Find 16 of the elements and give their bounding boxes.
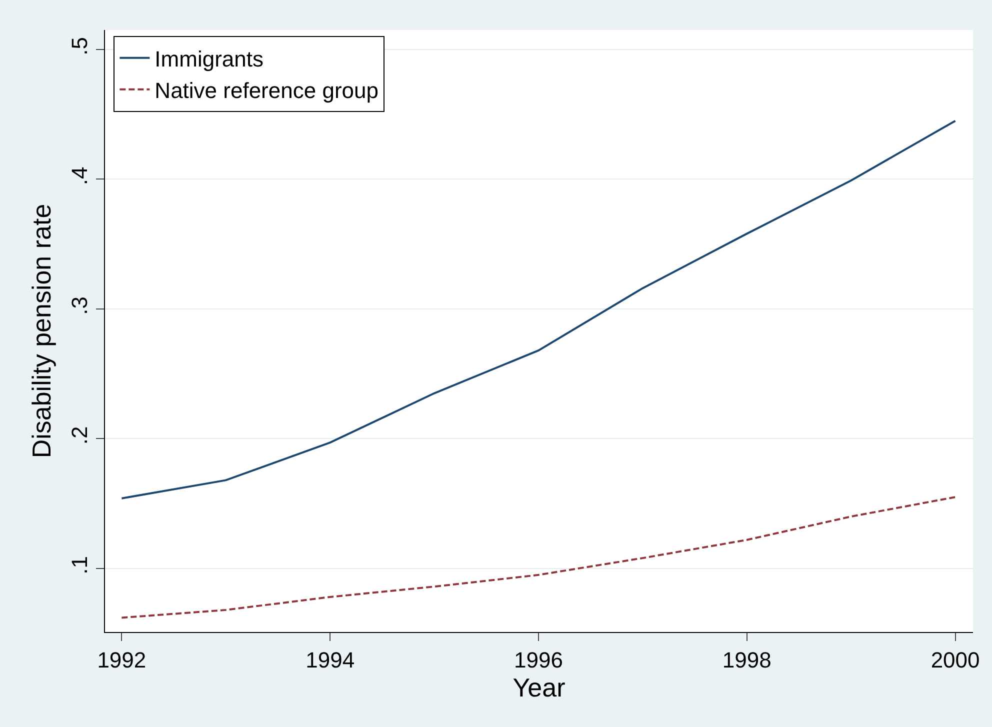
legend-label: Native reference group: [154, 78, 378, 103]
y-tick-label: .3: [67, 296, 92, 315]
y-tick-label: .2: [67, 426, 92, 445]
y-tick-label: .5: [67, 36, 92, 56]
x-axis-title: Year: [512, 672, 566, 702]
y-tick-label: .4: [67, 166, 92, 186]
x-tick-label: 1998: [722, 647, 772, 672]
x-tick-label: 1992: [97, 647, 146, 672]
y-tick-label: .1: [67, 556, 92, 574]
y-axis-title: Disability pension rate: [26, 204, 57, 458]
legend-label: Immigrants: [154, 46, 264, 72]
x-tick-label: 2000: [930, 647, 980, 672]
line-series: [120, 496, 956, 619]
line-series: [120, 120, 956, 500]
x-tick-label: 1994: [306, 647, 355, 672]
x-tick-label: 1996: [514, 647, 563, 672]
